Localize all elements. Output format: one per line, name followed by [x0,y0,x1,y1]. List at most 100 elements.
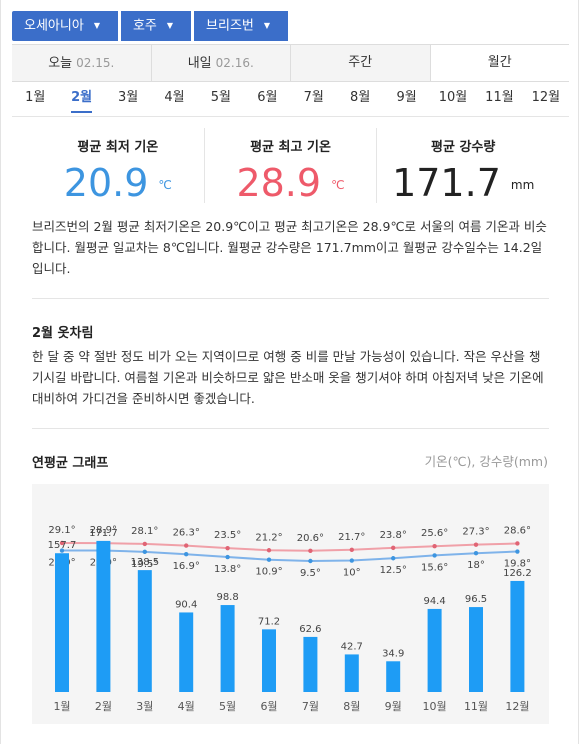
breadcrumb-region[interactable]: 오세아니아 ▼ [12,11,121,41]
rain-bar [137,570,152,692]
max-temp-point [473,542,479,547]
rain-bar [96,540,111,692]
min-temp-label: 16.9° [173,561,200,572]
max-temp-point [391,545,396,551]
tab-month-1[interactable]: 1월 [12,82,58,116]
min-temp-label: 12.5° [380,565,407,576]
month-label: 5월 [210,90,232,105]
x-tick-label: 8월 [343,700,360,713]
max-temp-label: 23.8° [380,530,407,541]
month-label: 4월 [164,90,185,105]
x-tick-label: 2월 [95,700,112,713]
max-temp-point [225,545,230,551]
max-temp-label: 28.6° [504,525,531,536]
rain-bar [220,605,235,692]
min-temp-line [62,549,518,563]
stat-value: 20.9 [63,161,149,205]
month-label: 7월 [303,90,324,105]
min-temp-label: 10.9° [255,567,282,578]
tab-month-7[interactable]: 7월 [291,82,337,116]
stats-panel: 평균 최저 기온 20.9 ℃ 평균 최고 기온 28.9 ℃ 평균 강수량 171… [32,128,549,205]
tab-month-11[interactable]: 11월 [476,82,522,116]
caret-down-icon: ▼ [93,21,100,30]
max-temp-label: 21.2° [255,532,282,543]
rain-bar [469,607,483,692]
x-tick-label: 1월 [53,700,70,713]
tab-month-6[interactable]: 6월 [244,82,290,116]
rain-bar [427,608,442,692]
max-temp-point [266,548,272,553]
tab-month-12[interactable]: 12월 [523,82,569,116]
tab-monthly[interactable]: 월간 [430,45,569,81]
tab-tomorrow[interactable]: 내일 02.16. [151,45,291,81]
tab-today[interactable]: 오늘 02.15. [12,45,152,81]
x-tick-label: 3월 [136,700,153,713]
month-label: 9월 [396,90,417,105]
tab-month-4[interactable]: 4월 [151,82,197,116]
tab-month-10[interactable]: 10월 [430,82,476,116]
tab-weekly[interactable]: 주간 [291,45,431,81]
stat-unit: ℃ [158,178,172,192]
month-label: 1월 [25,90,46,105]
month-label: 6월 [257,90,278,105]
monthly-summary: 브리즈번의 2월 평균 최저기온은 20.9℃이고 평균 최고기온은 28.9℃… [32,219,547,276]
max-temp-line [61,542,518,552]
max-temp-point [142,541,147,547]
x-tick-label: 11월 [464,700,488,713]
max-temp-label: 26.3° [173,528,200,539]
min-temp-label: 9.5° [300,568,321,579]
max-temp-point [59,540,65,546]
annual-chart: 29.1° 28.9° 28.1° 26.3° 23.5° 21.2° 20.6° 21.7°… [32,484,549,724]
min-temp-point [391,556,396,561]
x-tick-label: 12월 [505,700,529,713]
stat-max-temp: 평균 최고 기온 28.9 ℃ [205,128,378,205]
chart-svg: 29.1° 28.9° 28.1° 26.3° 23.5° 21.2° 20.6° 21.7°… [48,525,532,713]
tab-month-3[interactable]: 3월 [105,82,151,116]
stat-unit: mm [510,178,535,192]
max-temp-label: 25.6° [421,528,448,539]
stat-value: 171.7 [392,161,501,205]
stat-min-temp: 평균 최저 기온 20.9 ℃ [32,128,205,205]
max-temp-label: 23.5° [214,530,241,541]
graph-legend: 기온(℃), 강수량(mm) [424,454,548,469]
max-temp-label: 21.7° [338,532,365,543]
x-tick-label: 9월 [385,700,402,713]
max-temp-point [515,541,520,546]
month-label: 3월 [117,90,139,105]
rain-value-label: 98.8 [216,592,238,603]
min-temp-point [473,550,479,556]
day-tabs: 오늘 02.15. 내일 02.16. 주간 월간 [12,44,569,82]
graph-title: 연평균 그래프 [32,456,109,471]
rain-value-label: 34.9 [382,648,404,659]
min-temp-label: 15.6° [421,562,448,573]
tab-month-2[interactable]: 2월 [58,82,104,116]
month-label: 10월 [438,90,468,105]
max-temp-point [308,548,313,554]
min-temp-label: 19.8° [504,559,531,570]
month-label: 8월 [350,90,371,105]
max-temp-label: 27.3° [462,527,489,538]
rain-value-label: 62.6 [299,624,321,635]
stat-label: 평균 최저 기온 [77,140,159,155]
tab-month-8[interactable]: 8월 [337,82,383,116]
rain-bar [344,654,359,692]
tab-month-5[interactable]: 5월 [198,82,244,116]
month-tabs: 1월 2월 3월 4월 5월 6월 7월 8월 9월 10월 11월 12월 [12,82,569,117]
breadcrumb-city[interactable]: 브리즈번 ▼ [194,11,292,41]
rain-value-label: 138.5 [130,557,159,568]
min-temp-point [225,554,230,560]
x-tick-label: 10월 [423,700,447,713]
rain-value-label: 42.7 [341,641,363,652]
month-label: 12월 [531,90,561,105]
rain-value-label: 171.7 [89,528,118,539]
tab-month-9[interactable]: 9월 [383,82,429,116]
clothing-title: 2월 옷차림 [32,326,94,341]
min-temp-point [515,549,520,554]
min-temp-label: 13.8° [214,564,241,575]
breadcrumb-country[interactable]: 호주 ▼ [120,11,195,41]
max-temp-point [432,544,437,549]
min-temp-point [349,558,354,563]
rain-value-label: 90.4 [175,599,197,610]
month-label: 11월 [485,90,514,105]
